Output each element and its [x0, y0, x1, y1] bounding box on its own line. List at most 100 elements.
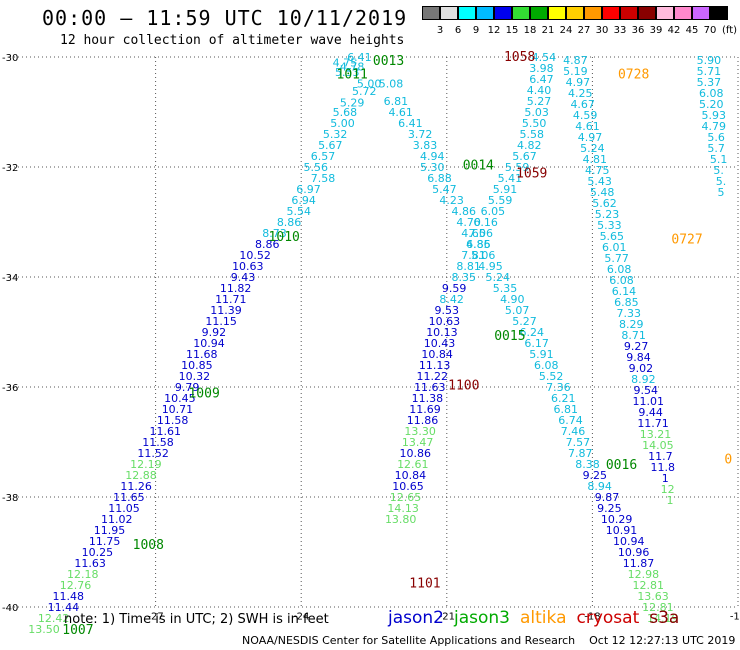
y-tick-label: -40 — [2, 603, 18, 614]
wave-height-value: 6.05 — [481, 205, 506, 218]
wave-height-value: 11.39 — [210, 304, 242, 317]
satellite-legend-item: cryosat — [576, 608, 640, 628]
satellite-legend-item: jason3 — [454, 608, 510, 628]
wave-height-value: 3.98 — [529, 62, 554, 75]
wave-height-value: 9.54 — [634, 384, 659, 397]
wave-height-value: 7.81 — [461, 249, 486, 262]
legend-swatch — [440, 6, 458, 20]
wave-height-value: 7.46 — [561, 425, 586, 438]
wave-height-value: 11.52 — [137, 447, 169, 460]
wave-height-value: 5.7 — [707, 142, 725, 155]
wave-height-value: 11.01 — [632, 395, 664, 408]
wave-height-value: 5.53 — [335, 66, 360, 79]
wave-height-value: 11.82 — [220, 282, 252, 295]
wave-height-value: 11.7 — [648, 450, 673, 463]
wave-height-value: 11.61 — [150, 425, 182, 438]
legend-swatch-label: 15 — [505, 25, 519, 36]
wave-height-value: 11.69 — [409, 403, 441, 416]
y-tick-label: -34 — [2, 273, 18, 284]
wave-height-value: 11.05 — [108, 502, 140, 515]
wave-height-value: 4.23 — [439, 194, 464, 207]
y-tick-label: -32 — [2, 163, 18, 174]
wave-height-value: 6.14 — [612, 285, 637, 298]
wave-height-value: 5.47 — [432, 183, 457, 196]
wave-height-value: 8.71 — [621, 329, 646, 342]
wave-height-value: 8.38 — [575, 458, 600, 471]
footer-note: note: 1) Time is in UTC; 2) SWH is in fe… — [64, 612, 329, 627]
legend-swatch-label: 18 — [523, 25, 537, 36]
wave-height-value: 4.25 — [568, 87, 593, 100]
wave-height-value: 5.29 — [340, 97, 365, 110]
legend-swatch-label: 24 — [559, 25, 573, 36]
legend-unit-label: (ft) — [722, 25, 738, 36]
wave-height-value: 5.32 — [323, 128, 348, 141]
wave-height-value: 5.72 — [352, 85, 377, 98]
wave-height-value: 13.30 — [404, 425, 436, 438]
wave-height-value: 6.47 — [529, 73, 554, 86]
wave-height-value: 10.96 — [618, 546, 650, 559]
wave-height-value: 10.29 — [601, 513, 633, 526]
wave-height-value: 9.25 — [597, 502, 622, 515]
wave-height-value: 8.86 — [277, 216, 302, 229]
wave-height-value: 10.85 — [181, 359, 213, 372]
x-tick-label: -27 — [147, 611, 163, 622]
wave-height-value: 5.41 — [498, 172, 523, 185]
wave-height-value: 4.67 — [570, 98, 595, 111]
wave-height-value: 5.65 — [600, 230, 625, 243]
wave-height-value: 10.25 — [82, 546, 114, 559]
legend-swatch-label: 39 — [649, 25, 663, 36]
x-tick-label: -24 — [293, 611, 309, 622]
wave-height-value: 10.32 — [179, 370, 211, 383]
wave-height-value: 10.45 — [164, 392, 196, 405]
wave-height-value: 4.40 — [527, 84, 552, 97]
wave-height-value: 8.73 — [262, 227, 287, 240]
legend-swatch-label: 27 — [577, 25, 591, 36]
wave-height-value: 5.93 — [701, 109, 726, 122]
pass-time-label: 0014 — [463, 158, 494, 173]
wave-height-value: 4.75 — [585, 164, 610, 177]
wave-height-value: 13.21 — [640, 428, 672, 441]
wave-height-value: 4.85 — [466, 238, 491, 251]
wave-height-value: 11.65 — [113, 491, 145, 504]
wave-height-value: 10.71 — [162, 403, 194, 416]
page-title: 00:00 – 11:59 UTC 10/11/2019 — [42, 6, 408, 30]
wave-height-value: 6.85 — [614, 296, 639, 309]
legend-swatch — [494, 6, 512, 20]
wave-height-value: 1 — [662, 472, 669, 485]
wave-height-value: 5.06 — [471, 249, 496, 262]
x-tick-label: -15 — [730, 611, 740, 622]
wave-height-value: 11.22 — [416, 370, 448, 383]
wave-height-value: 14.05 — [642, 439, 674, 452]
legend-swatch-label: 3 — [436, 25, 444, 36]
wave-height-value: 6.86 — [466, 238, 491, 251]
wave-height-value: 11.58 — [142, 436, 174, 449]
wave-height-value: 5.54 — [287, 205, 312, 218]
grid-lines — [10, 56, 739, 608]
legend-swatch — [422, 6, 440, 20]
wave-height-value: 7.33 — [617, 307, 642, 320]
wave-height-value: 3.72 — [408, 128, 433, 141]
satellite-legend-item: jason2 — [388, 608, 444, 628]
wave-height-value: 5.00 — [357, 77, 382, 90]
wave-height-value: 5.08 — [379, 77, 404, 90]
wave-height-value: 9.53 — [435, 304, 460, 317]
legend-swatch — [638, 6, 656, 20]
wave-height-value: 4.82 — [517, 139, 542, 152]
wave-height-value: 11.44 — [48, 601, 80, 614]
wave-height-value: 5.1 — [710, 153, 728, 166]
wave-height-value: 6.21 — [551, 392, 576, 405]
wave-height-value: 12.88 — [125, 469, 157, 482]
pass-time-label: 1058 — [504, 50, 535, 65]
pass-time-label: 0015 — [494, 329, 525, 344]
wave-height-value: 14.13 — [387, 502, 419, 515]
wave-height-value: 5.56 — [304, 161, 329, 174]
legend-swatch-label: 36 — [631, 25, 645, 36]
wave-height-value: 5.6 — [707, 131, 725, 144]
wave-height-value: 5.91 — [493, 183, 518, 196]
wave-height-value: 10.84 — [421, 348, 453, 361]
wave-height-value: 6.74 — [558, 414, 583, 427]
pass-time-label: 1007 — [62, 623, 93, 638]
wave-height-value: 5.50 — [522, 117, 547, 130]
wave-height-value: 10.94 — [613, 535, 645, 548]
wave-height-value: 5.23 — [595, 208, 620, 221]
